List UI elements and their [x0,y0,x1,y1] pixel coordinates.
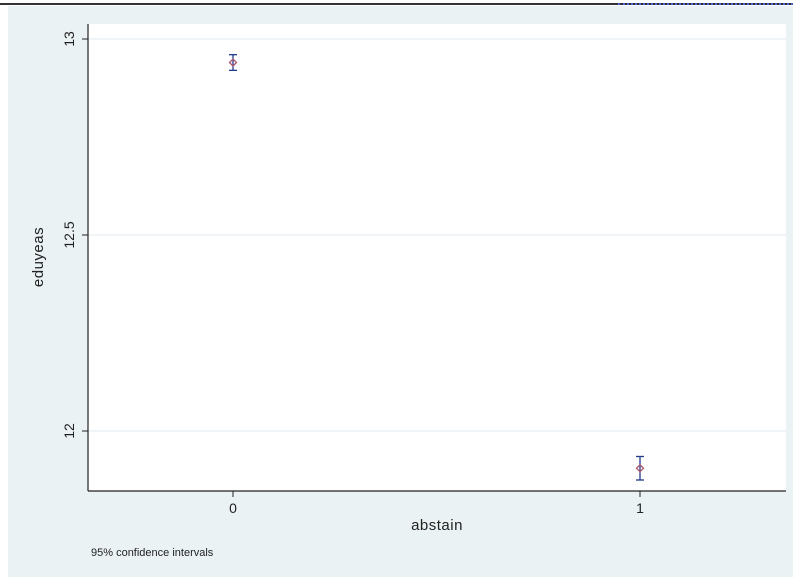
ci-point [228,54,238,72]
y-tick-label: 12 [61,423,77,439]
y-axis-title: eduyeas [30,227,47,287]
x-axis-title: abstain [411,517,463,534]
top-link-underline [618,0,793,5]
y-ticks: 12 12.5 13 [61,31,88,439]
y-tick-label: 12.5 [61,221,77,248]
grid-lines [88,38,786,432]
y-tick-label: 13 [61,31,77,47]
confidence-note: 95% confidence intervals [91,547,214,559]
plot-area [88,24,786,491]
mean-marker [635,463,645,473]
x-tick-label: 0 [229,500,237,516]
top-rule [0,0,793,5]
x-tick-label: 1 [636,500,644,516]
mean-marker [228,58,238,67]
ci-point [635,455,645,481]
data-marks [228,54,645,481]
